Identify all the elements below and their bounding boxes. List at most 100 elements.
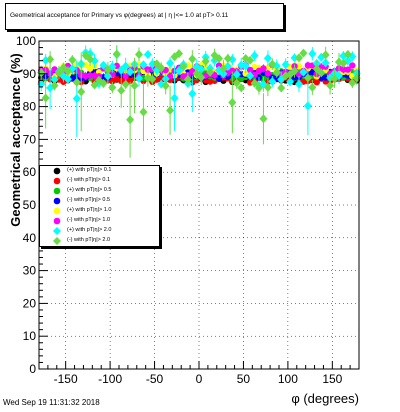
data-point (303, 101, 312, 111)
data-point (281, 60, 290, 70)
data-point (290, 53, 299, 63)
data-point (343, 49, 352, 59)
legend-label: (+) with pT|η|> 0.1 (67, 167, 112, 173)
data-point (188, 54, 197, 64)
y-axis-label: Geometrical acceptance (%) (8, 53, 23, 226)
data-point (308, 49, 317, 59)
title-box: Geometrical acceptance for Primary vs φ(… (5, 3, 284, 30)
data-point (122, 72, 129, 80)
legend-entry: (+) with pT|η|> 0.1 (40, 166, 158, 176)
data-point (246, 71, 255, 81)
y-tick-label: 70 (23, 132, 37, 146)
data-point (63, 74, 72, 84)
data-point (192, 68, 201, 78)
data-point (55, 68, 63, 78)
data-point (117, 65, 126, 75)
data-point (139, 107, 148, 117)
timestamp: Wed Sep 19 11:31:32 2018 (3, 398, 100, 407)
data-point (250, 51, 259, 61)
data-point (81, 51, 90, 61)
data-point (268, 76, 277, 86)
data-point (219, 64, 228, 74)
x-tick-label: 50 (237, 372, 251, 386)
data-point (77, 87, 86, 97)
data-point (135, 49, 143, 59)
data-point (126, 115, 135, 125)
data-point (286, 77, 295, 87)
data-point (326, 80, 335, 90)
y-tick-label: 80 (23, 100, 37, 114)
data-point (121, 61, 130, 71)
data-point (299, 67, 308, 77)
legend-label: (-) with pT|η|> 0.1 (67, 177, 111, 183)
data-point (152, 59, 161, 69)
legend-marker (53, 167, 61, 175)
legend-entry: (-) with pT|η|> 0.5 (40, 196, 158, 206)
legend-entry: (+) with pT|η|> 0.5 (40, 186, 158, 196)
legend-label: (+) with pT|η|> 2.0 (67, 227, 112, 233)
x-tick-label: 150 (322, 372, 342, 386)
data-point (246, 66, 254, 74)
y-tick-label: 100 (16, 34, 36, 48)
data-point (246, 55, 255, 65)
data-point (317, 68, 326, 78)
data-point (299, 48, 308, 58)
data-point (175, 49, 183, 59)
data-point (228, 97, 237, 107)
data-point (260, 65, 267, 72)
data-point (99, 78, 108, 88)
legend-entry: (+) with pT|η|> 1.0 (40, 206, 158, 216)
legend-label: (+) with pT|η|> 0.5 (67, 187, 112, 193)
data-point (321, 50, 330, 60)
data-point (295, 53, 303, 63)
data-point (197, 64, 206, 74)
legend-label: (+) with pT|η|> 1.0 (67, 207, 112, 213)
data-point (232, 78, 241, 88)
data-point (90, 80, 99, 90)
data-point (348, 78, 357, 88)
data-point (232, 70, 241, 80)
y-tick-label: 40 (23, 231, 37, 245)
legend-marker (53, 237, 61, 245)
data-point (166, 105, 175, 115)
data-point (264, 70, 272, 77)
y-tick-label: 90 (23, 67, 37, 81)
data-point (237, 83, 246, 93)
x-tick-label: -50 (146, 372, 164, 386)
data-point (308, 82, 317, 92)
legend-marker (53, 207, 61, 215)
data-point (139, 60, 148, 70)
data-point (303, 73, 312, 83)
data-point (255, 83, 263, 93)
data-point (295, 79, 303, 89)
data-point (183, 74, 192, 84)
data-point (277, 83, 286, 93)
data-point (188, 89, 197, 99)
data-point (344, 66, 352, 73)
series-layer (37, 45, 361, 158)
x-tick-label: 100 (278, 372, 298, 386)
data-point (135, 73, 143, 83)
data-point (126, 67, 135, 77)
legend: (+) with pT|η|> 0.1 (-) with pT|η|> 0.1 (+… (39, 165, 160, 247)
data-point (290, 66, 299, 76)
legend-marker (53, 227, 61, 235)
x-tick-label: -100 (98, 372, 122, 386)
data-point (201, 56, 210, 66)
y-tick-label: 0 (29, 362, 36, 376)
data-point (166, 58, 175, 68)
y-tick-label: 60 (23, 165, 37, 179)
y-tick-label: 10 (23, 329, 37, 343)
data-point (313, 79, 320, 86)
data-point (330, 74, 339, 84)
data-point (215, 54, 223, 64)
data-point (175, 66, 183, 76)
data-point (117, 85, 126, 95)
data-point (197, 72, 206, 82)
data-point (72, 77, 81, 87)
legend-entry: (+) with pT|η|> 2.0 (40, 226, 158, 236)
chart-title: Geometrical acceptance for Primary vs φ(… (10, 12, 229, 19)
data-point (46, 54, 55, 64)
y-tick-label: 50 (23, 198, 37, 212)
data-point (103, 65, 112, 75)
